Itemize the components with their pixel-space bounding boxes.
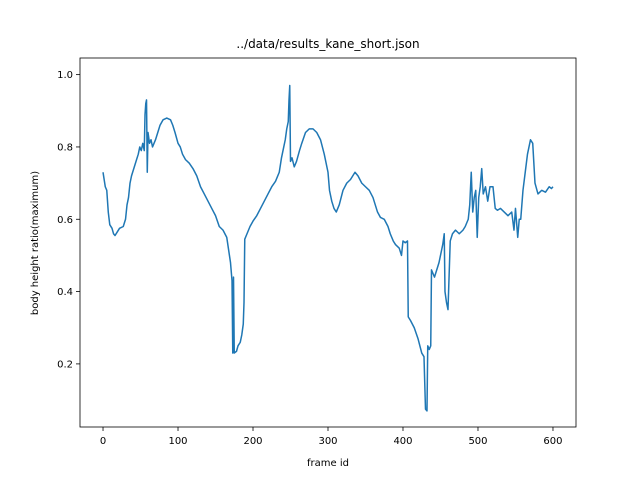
x-axis-label: frame id (307, 458, 349, 469)
x-tick-label: 400 (393, 436, 412, 447)
y-tick-label: 0.4 (57, 287, 73, 298)
y-axis-label: body height ratio(maximum) (30, 171, 41, 315)
x-tick-label: 600 (543, 436, 562, 447)
x-tick-label: 100 (168, 436, 187, 447)
x-tick-label: 200 (243, 436, 262, 447)
y-tick-label: 0.6 (57, 215, 73, 226)
y-tick-label: 1.0 (57, 70, 73, 81)
chart-title: ../data/results_kane_short.json (236, 37, 419, 51)
y-tick-label: 0.8 (57, 142, 73, 153)
y-tick-label: 0.2 (57, 359, 73, 370)
x-tick-label: 300 (318, 436, 337, 447)
x-tick-label: 500 (468, 436, 487, 447)
line-series (102, 84, 554, 412)
x-tick-label: 0 (100, 436, 106, 447)
plot-frame (79, 57, 577, 428)
